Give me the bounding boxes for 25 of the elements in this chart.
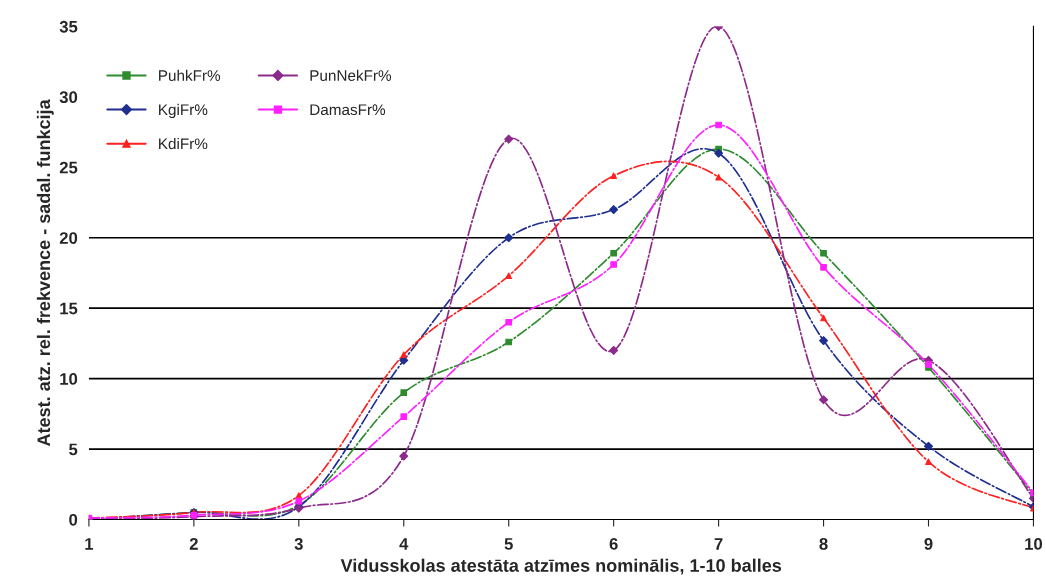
y-tick-label: 25 [59,161,78,174]
y-axis-title: Atest. atz. rel. frekvence - sadal. funkcija [36,99,54,447]
legend-label: KgiFr% [159,103,208,119]
x-tick-label: 4 [399,538,409,550]
y-tick-label: 30 [59,91,78,104]
x-tick-label: 8 [819,537,828,550]
x-axis-title: Vidusskolas atestāta atzīmes nominālis, 1-10 balles [340,558,782,575]
x-tick-label: 1 [85,538,94,550]
legend-label: PunNekFr% [310,69,392,81]
y-tick-label: 15 [60,302,78,315]
x-tick-label: 2 [189,537,198,550]
x-tick-label: 3 [294,537,303,550]
y-tick-label: 20 [59,232,78,244]
x-tick-label: 9 [924,537,933,550]
legend-label: DamasFr% [310,104,386,116]
legend-label: PuhkFr% [159,69,221,81]
x-tick-label: 5 [504,538,513,550]
x-tick-label: 6 [609,537,618,550]
y-tick-label: 5 [69,443,78,456]
legend-label: KdiFr% [159,137,208,150]
x-tick-label: 10 [1025,537,1043,550]
y-tick-label: 0 [69,513,78,526]
x-tick-label: 7 [714,538,723,550]
y-tick-label: 10 [60,373,78,385]
y-tick-label: 35 [59,20,78,33]
